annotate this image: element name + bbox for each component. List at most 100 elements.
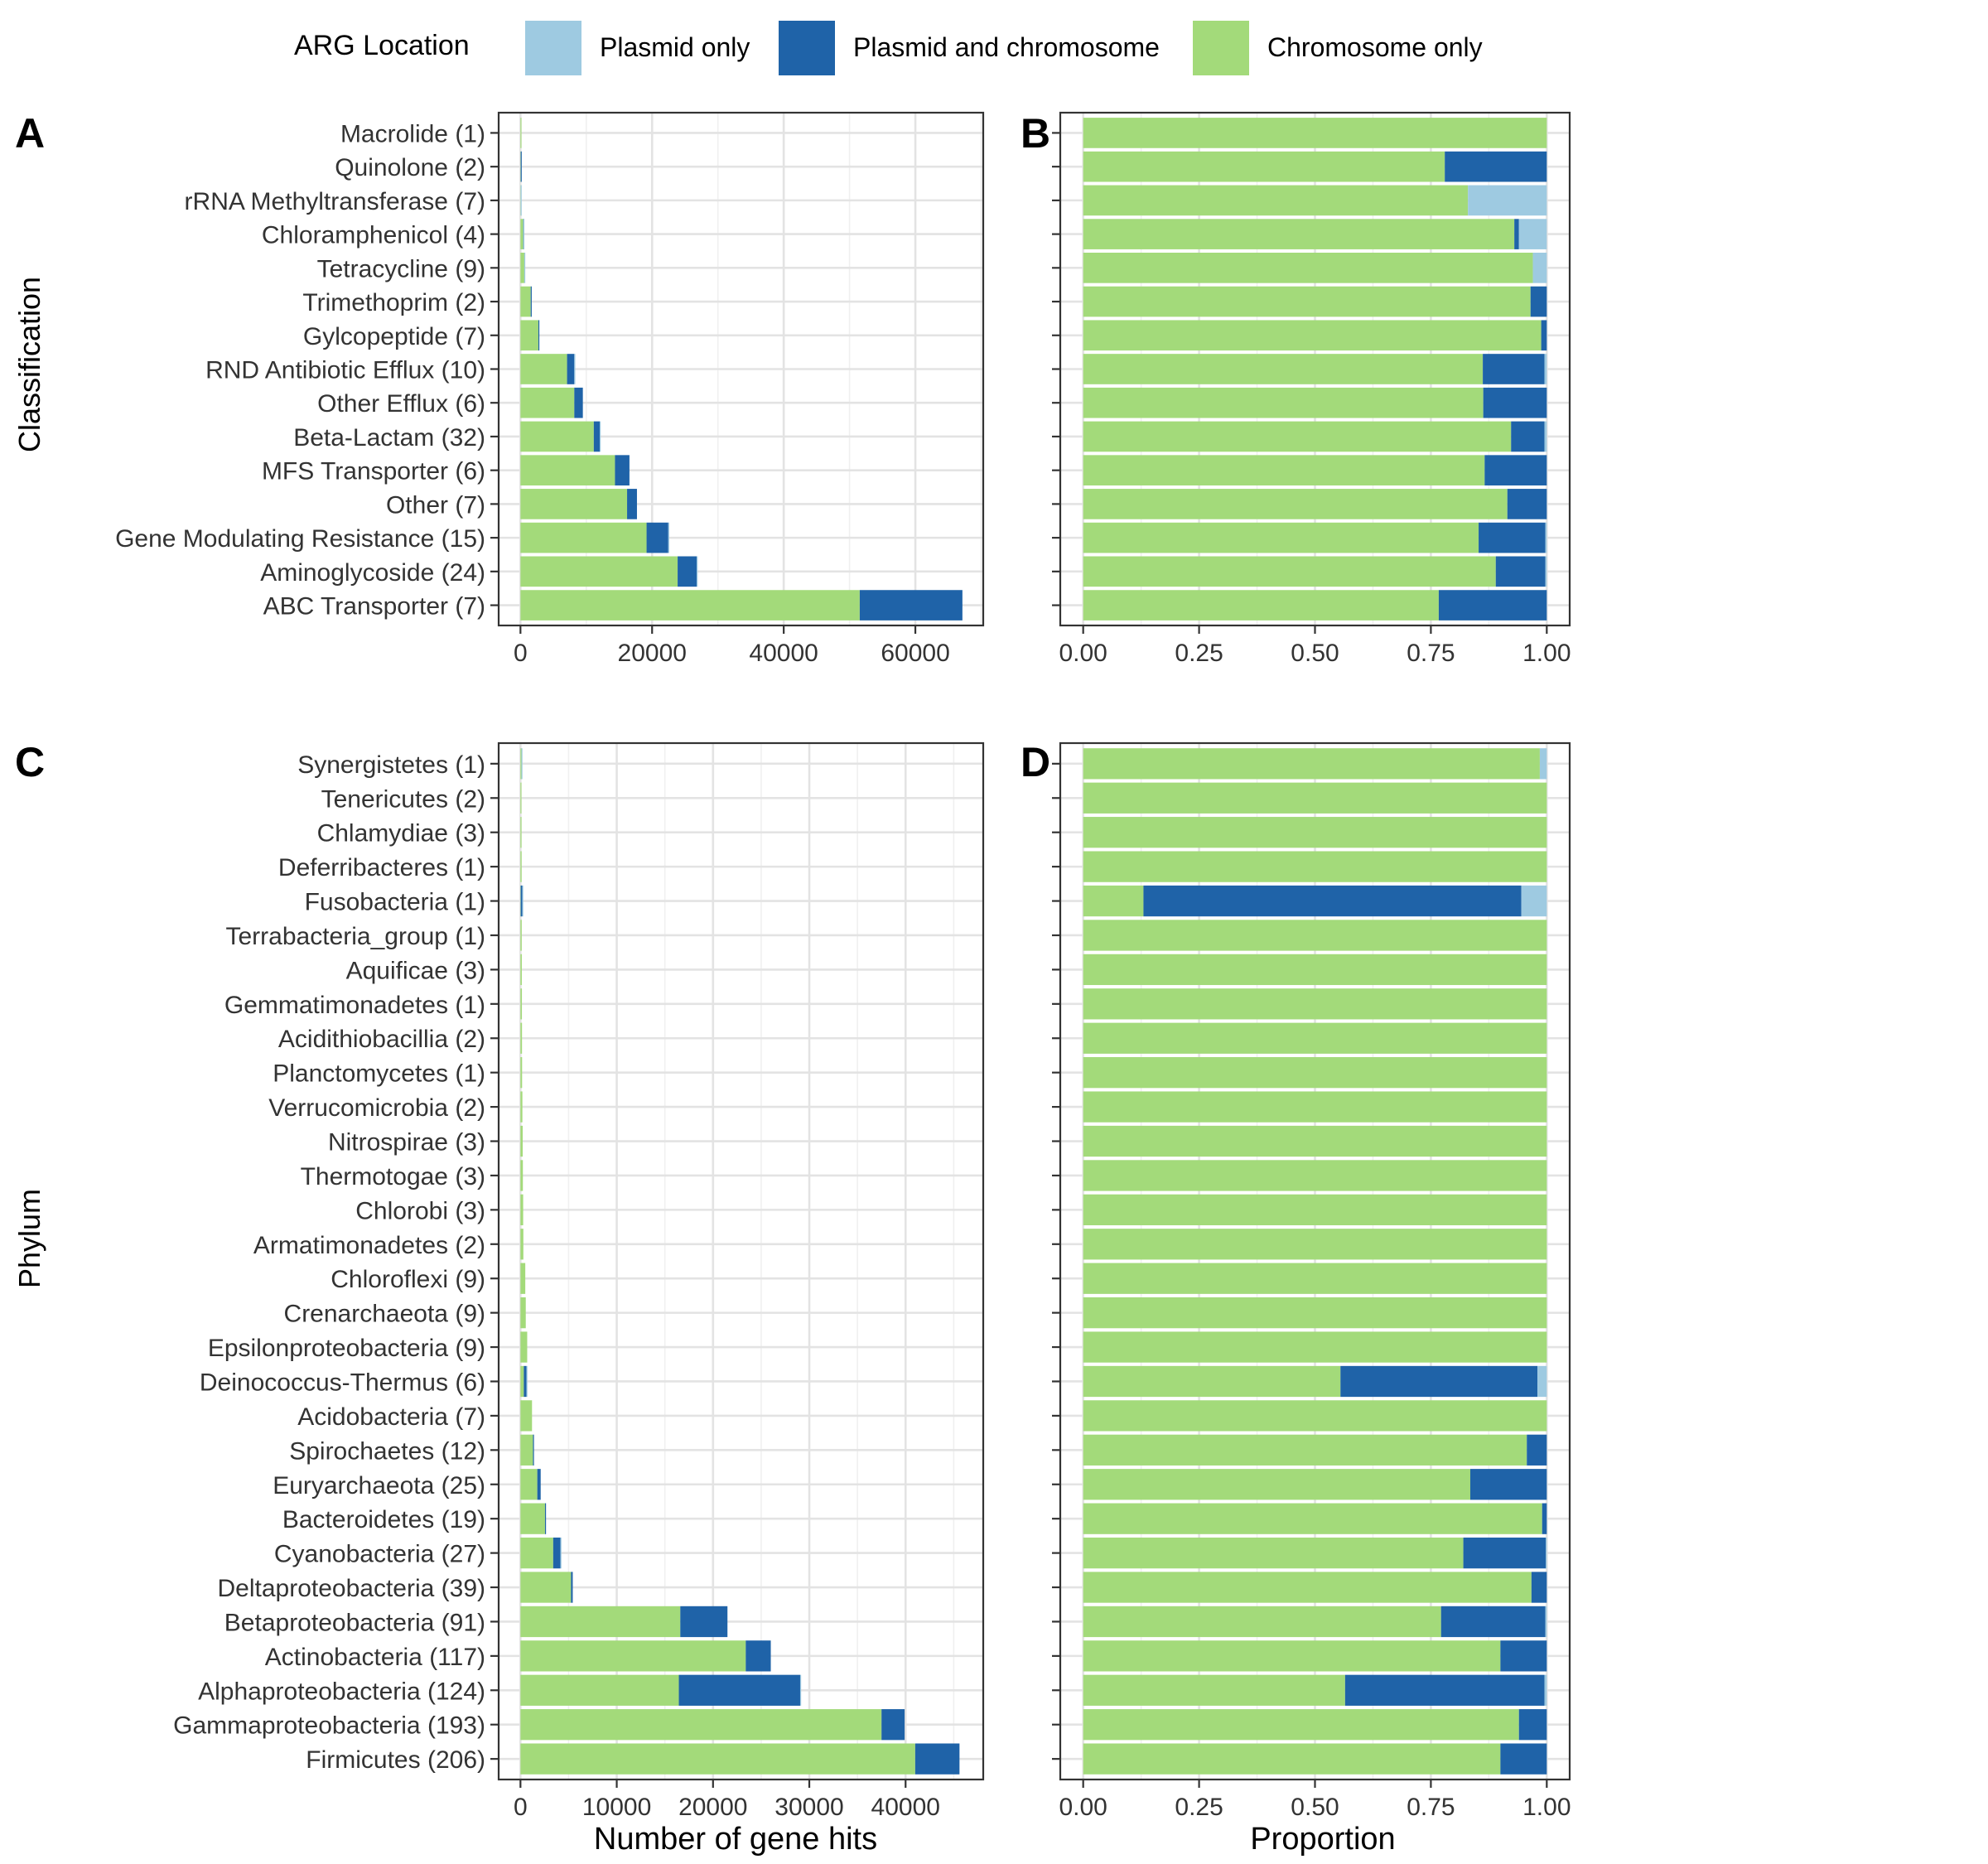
bar-macrolide-chrom [520, 118, 522, 148]
y-tick-label-nitrospirae: Nitrospirae (3) [328, 1129, 485, 1157]
bar-acidobacteria-chrom [1083, 1400, 1547, 1432]
legend-label-plasmid: Plasmid only [600, 32, 750, 62]
y-tick-label-tenericutes: Tenericutes (2) [321, 785, 485, 813]
y-tick-label-abc-transporter: ABC Transporter (7) [263, 593, 485, 621]
y-tick-label-planctomycetes: Planctomycetes (1) [273, 1060, 485, 1088]
bar-euryarchaeota-chrom [520, 1469, 538, 1500]
bar-other-efflux-chrom [520, 387, 575, 418]
bar-rnd-antibiotic-efflux-chrom [520, 354, 567, 384]
bar-bacteroidetes-both [1542, 1503, 1547, 1534]
bar-alphaproteobacteria-both [678, 1674, 800, 1706]
bar-rnd-antibiotic-efflux-chrom [1083, 354, 1484, 384]
bar-beta-lactam-chrom [520, 421, 594, 452]
bar-bacteroidetes-chrom [520, 1503, 545, 1534]
y-tick-label-gene-modulating-resistance: Gene Modulating Resistance (15) [115, 525, 485, 553]
bar-deferribacteres-chrom [1083, 851, 1547, 882]
bar-epsilonproteobacteria-chrom [1083, 1331, 1547, 1363]
legend-swatch-chrom [1193, 21, 1249, 75]
x-tick-label: 1.00 [1522, 640, 1571, 667]
bar-chloramphenicol-both [1514, 219, 1519, 249]
bar-other-efflux-both [1483, 387, 1547, 418]
bar-fusobacteria-plasmid [1521, 885, 1547, 917]
bar-cyanobacteria-both [1463, 1537, 1546, 1569]
bar-aminoglycoside-chrom [1083, 556, 1496, 587]
y-tick-label-terrabacteria-group: Terrabacteria_group (1) [226, 923, 486, 950]
bar-cyanobacteria-chrom [520, 1537, 553, 1569]
bar-betaproteobacteria-both [680, 1606, 728, 1638]
bar-other-both [1507, 489, 1547, 519]
x-tick-label: 10000 [582, 1794, 651, 1821]
bar-trimethoprim-both [530, 286, 532, 317]
bar-aminoglycoside-both [678, 556, 697, 587]
y-axis-title-classification: Classification [12, 277, 46, 452]
y-tick-label-rnd-antibiotic-efflux: RND Antibiotic Efflux (10) [205, 357, 485, 384]
y-tick-label-alphaproteobacteria: Alphaproteobacteria (124) [198, 1678, 485, 1705]
x-axis-title-count: Number of gene hits [594, 1822, 877, 1857]
bar-deltaproteobacteria-both [1531, 1572, 1547, 1603]
bar-planctomycetes-chrom [520, 1057, 523, 1089]
bar-tetracycline-chrom [520, 253, 524, 283]
x-tick-label: 60000 [881, 640, 949, 667]
panel-border [497, 741, 985, 1781]
bar-gammaproteobacteria-chrom [1083, 1709, 1519, 1741]
bar-firmicutes-chrom [1083, 1743, 1501, 1775]
bar-alphaproteobacteria-chrom [520, 1674, 679, 1706]
y-tick-label-thermotogae: Thermotogae (3) [301, 1163, 485, 1190]
bar-beta-lactam-plasmid [1544, 421, 1547, 452]
y-tick-label-deferribacteres: Deferribacteres (1) [278, 854, 485, 881]
bar-abc-transporter-both [1438, 590, 1547, 621]
bar-deinococcus-thermus-chrom [520, 1365, 524, 1398]
legend-label-both: Plasmid and chromosome [853, 32, 1160, 62]
bar-euryarchaeota-both [1469, 1469, 1547, 1500]
bar-abc-transporter-chrom [1083, 590, 1439, 621]
bar-armatimonadetes-chrom [1083, 1229, 1547, 1260]
x-tick-label: 0 [514, 640, 528, 667]
bar-fusobacteria-both [1143, 885, 1522, 917]
bar-thermotogae-chrom [1083, 1160, 1547, 1191]
panel-letter-d: D [1021, 739, 1050, 785]
bar-verrucomicrobia-chrom [520, 1091, 523, 1123]
bar-chlorobi-chrom [1083, 1194, 1547, 1226]
bar-gene-modulating-resistance-both [646, 522, 668, 553]
bar-gemmatimonadetes-chrom [1083, 988, 1547, 1020]
bar-tenericutes-chrom [1083, 782, 1547, 814]
bar-synergistetes-plasmid [1539, 748, 1547, 780]
bar-chloroflexi-chrom [520, 1263, 526, 1294]
x-tick-label: 0.25 [1175, 640, 1223, 667]
y-tick-label-rrna-methyltransferase: rRNA Methyltransferase (7) [185, 188, 485, 215]
bar-abc-transporter-chrom [520, 590, 860, 621]
y-axis-title-phylum: Phylum [12, 1189, 46, 1288]
bar-synergistetes-chrom [1083, 748, 1540, 780]
bar-gammaproteobacteria-both [881, 1709, 905, 1741]
x-tick-label: 0.25 [1175, 1794, 1223, 1821]
bar-beta-lactam-both [1511, 421, 1545, 452]
bar-beta-lactam-both [593, 421, 600, 452]
bar-gene-modulating-resistance-plasmid [1545, 522, 1547, 553]
bar-planctomycetes-chrom [1083, 1057, 1547, 1089]
bar-trimethoprim-chrom [1083, 286, 1531, 317]
x-tick-label: 1.00 [1522, 1794, 1571, 1821]
bar-aquificae-chrom [1083, 954, 1547, 986]
y-tick-label-other: Other (7) [386, 491, 485, 519]
bar-spirochaetes-chrom [1083, 1434, 1527, 1466]
bar-chlorobi-chrom [520, 1194, 524, 1226]
bar-betaproteobacteria-chrom [1083, 1606, 1441, 1638]
bar-armatimonadetes-chrom [520, 1229, 524, 1260]
bar-other-chrom [520, 489, 628, 519]
bar-alphaproteobacteria-chrom [1083, 1674, 1345, 1706]
bar-deltaproteobacteria-both [571, 1572, 573, 1603]
bar-mfs-transporter-chrom [1083, 455, 1485, 485]
panel-d-phylum-proportion: 0.00 0.25 0.50 0.75 1.00 [1052, 741, 1571, 1821]
bar-mfs-transporter-both [615, 455, 630, 485]
x-tick-label: 0.00 [1059, 640, 1107, 667]
bar-fusobacteria-both [520, 885, 523, 917]
y-tick-label-beta-lactam: Beta-Lactam (32) [293, 424, 485, 452]
bar-spirochaetes-both [1527, 1434, 1547, 1466]
bar-firmicutes-chrom [520, 1743, 915, 1775]
y-tick-label-acidobacteria: Acidobacteria (7) [297, 1403, 485, 1431]
y-tick-label-actinobacteria: Actinobacteria (117) [265, 1644, 485, 1671]
bar-tetracycline-plasmid [1532, 253, 1547, 283]
y-tick-label-chlamydiae: Chlamydiae (3) [317, 820, 485, 847]
bar-aminoglycoside-both [1495, 556, 1546, 587]
